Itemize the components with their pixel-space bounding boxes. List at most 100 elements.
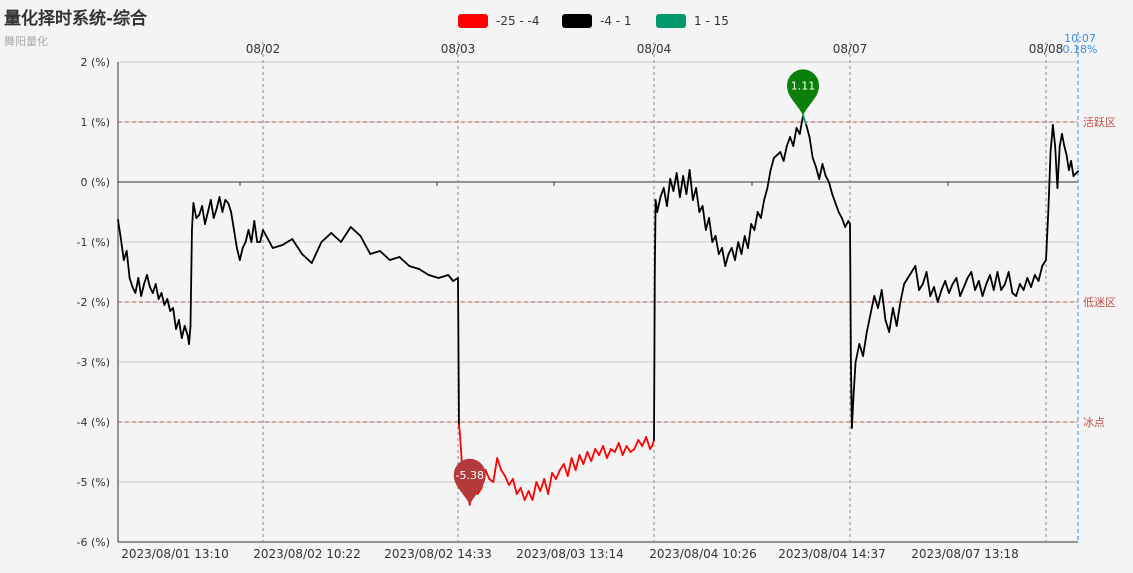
series-segment [685,169,691,195]
series-segment [578,454,585,465]
series-segment [527,490,534,501]
series-segment [192,202,198,219]
series-segment [996,271,1003,291]
series-segment [120,238,125,261]
series-segment [191,202,195,231]
series-segment [933,286,939,303]
x-top-label: 08/08 [1029,42,1064,56]
series-segment [388,256,401,261]
series-segment [740,235,746,255]
series-segment [340,226,352,243]
series-segment [504,475,510,486]
series-segment [154,283,160,300]
reference-label: 低迷区 [1083,296,1116,309]
series-segment [188,325,192,345]
series-segment [500,469,506,477]
marker-label: 1.11 [791,79,816,92]
series-segment [1070,160,1075,177]
series-segment [535,481,542,492]
series-segment [824,175,830,183]
series-segment [782,145,788,162]
series-segment [613,442,620,453]
series-segment [1000,283,1006,291]
series-segment [899,283,906,303]
series-segment [230,211,235,231]
legend-item-deep-low[interactable]: -25 - -4 [458,14,540,28]
y-tick-label: -6 (%) [77,536,111,549]
series-segment [841,217,847,228]
series-segment [137,277,143,297]
y-tick-label: -3 (%) [77,356,111,369]
series-segment [459,433,463,465]
series-segment [936,289,943,303]
series-segment [330,232,342,243]
reference-label: 活跃区 [1083,115,1116,129]
series-segment [877,289,883,309]
y-tick-label: 1 (%) [80,116,110,129]
series-segment [359,235,372,255]
series-segment [852,361,857,393]
series-segment [633,439,640,450]
series-segment [989,274,995,291]
marker-pin [787,69,820,116]
x-top-label: 08/04 [637,42,672,56]
series-segment [858,343,864,357]
series-segment [955,277,962,297]
series-segment [559,463,565,471]
series-segment [884,319,891,333]
series-segment [701,205,707,231]
series-segment [977,280,984,297]
series-segment [458,424,461,435]
series-segment [672,172,678,192]
series-segment [457,277,460,426]
series-segment [531,481,538,501]
min-marker: -5.38 [453,458,486,505]
y-tick-label: 0 (%) [80,176,110,189]
series-segment [880,289,887,321]
legend-item-active[interactable]: 1 - 15 [656,14,729,28]
series-segment [625,445,632,453]
series-segment [760,199,766,219]
series-segment [496,457,503,471]
series-segment [408,265,420,270]
series-segment [1045,211,1050,261]
series-segment [981,283,988,297]
series-segment [805,124,811,138]
series-segment [802,114,808,126]
series-segment [519,487,526,501]
series-segment [233,229,238,249]
series-segment [785,136,791,147]
series-segment [621,445,628,456]
series-segment [160,292,166,306]
series-segment [590,448,597,462]
series-segment [301,253,313,264]
series-segment [281,238,294,246]
series-segment [1051,124,1057,147]
series-segment [253,220,259,243]
max-marker: 1.11 [787,69,820,116]
series-segment [850,391,855,429]
series-segment [834,202,840,213]
series-segment [869,295,876,315]
series-segment [763,187,769,201]
series-segment [586,451,593,462]
series-segment [811,157,817,168]
series-segment [985,274,991,285]
legend-swatch-green [656,14,686,28]
series-segment [523,490,530,501]
legend-item-normal[interactable]: -4 - 1 [562,14,632,28]
y-tick-label: -4 (%) [77,416,111,429]
series-segment [594,448,601,456]
series-segment [873,295,879,309]
series-segment [1065,154,1070,171]
reference-label: 冰点 [1083,416,1105,429]
series-segment [695,187,701,213]
series-segment [1022,277,1029,291]
x-bottom-label: 2023/08/03 13:14 [516,547,624,561]
series-segment [310,241,323,264]
y-tick-label: -1 (%) [77,236,111,249]
series-segment [476,487,483,495]
y-tick-label: 2 (%) [80,56,110,69]
series-segment [918,283,924,291]
